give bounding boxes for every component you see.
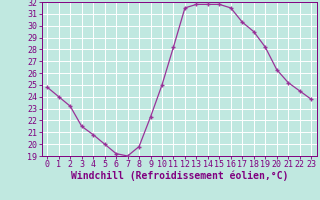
X-axis label: Windchill (Refroidissement éolien,°C): Windchill (Refroidissement éolien,°C) xyxy=(70,171,288,181)
